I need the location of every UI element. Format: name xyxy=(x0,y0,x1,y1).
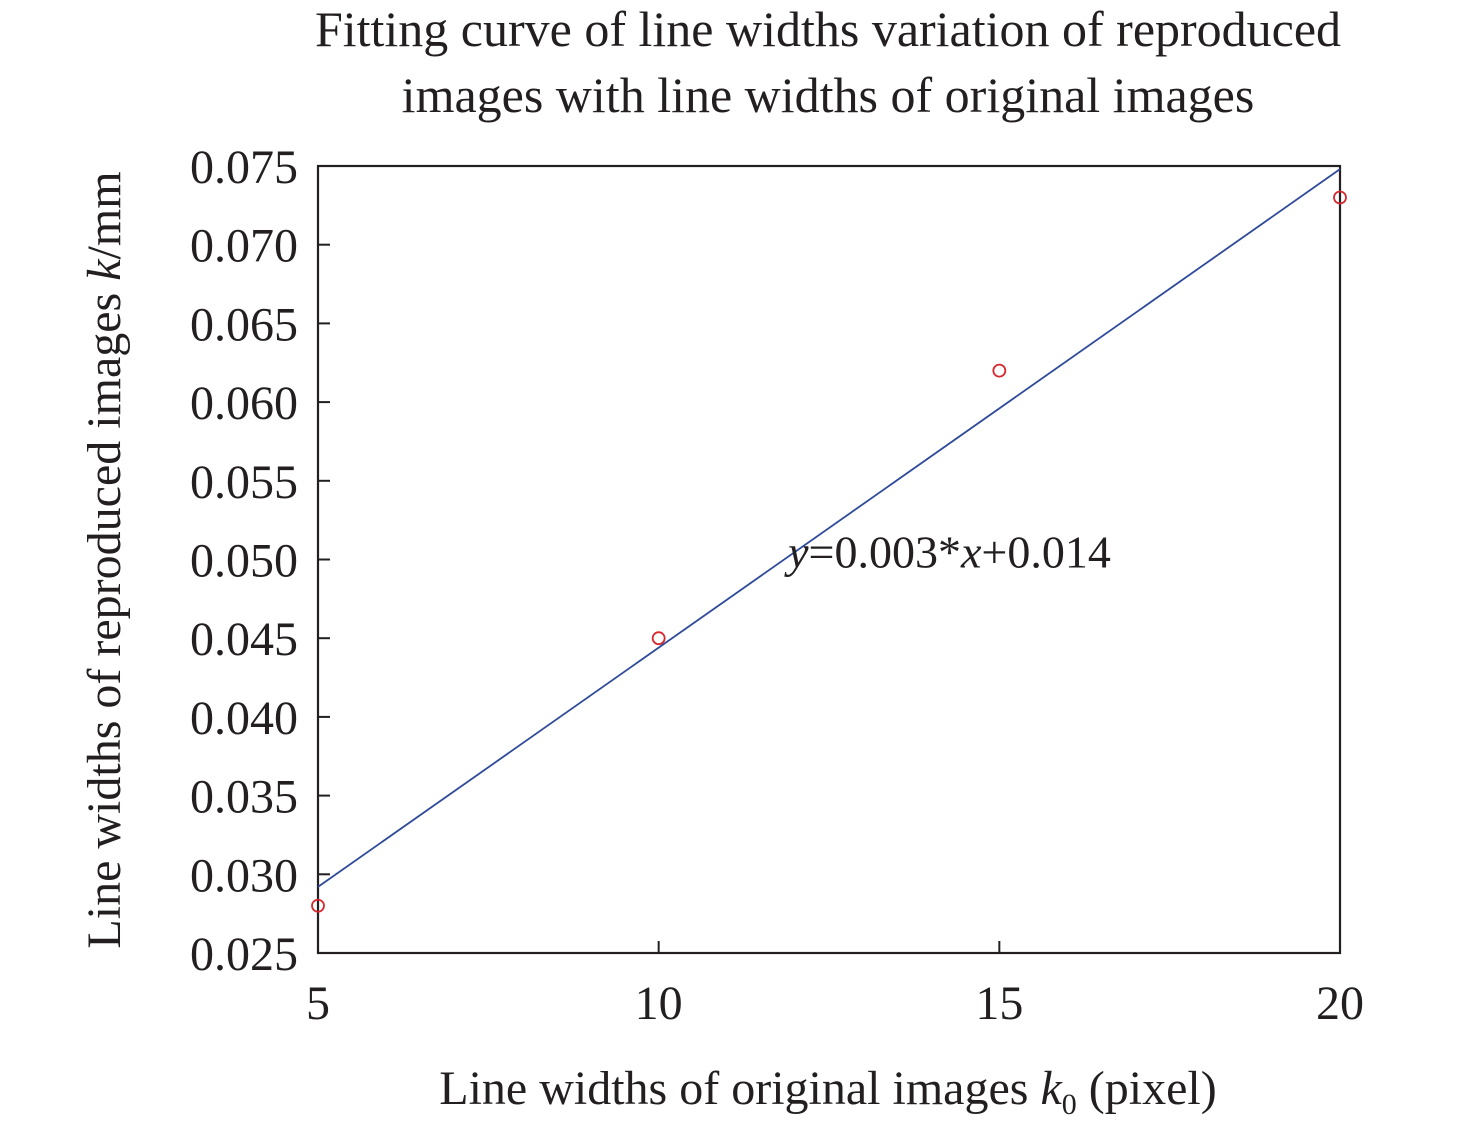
data-point xyxy=(1333,190,1347,205)
y-tick-label: 0.070 xyxy=(190,220,298,273)
y-tick-label: 0.055 xyxy=(190,456,298,509)
x-axis-label: Line widths of original images k0 (pixel… xyxy=(439,1062,1216,1121)
y-axis-label: Line widths of reproduced images k/mm xyxy=(78,171,131,948)
y-tick-label: 0.025 xyxy=(190,928,298,981)
title-line-2: images with line widths of original imag… xyxy=(402,67,1255,123)
y-tick-label: 0.060 xyxy=(190,377,298,430)
y-tick-label: 0.045 xyxy=(190,613,298,666)
axis-labels: Line widths of original images k0 (pixel… xyxy=(78,171,1217,1121)
data-series: y=0.003*x+0.014 xyxy=(311,168,1347,913)
title-line-1: Fitting curve of line widths variation o… xyxy=(315,1,1341,57)
y-tick-label: 0.040 xyxy=(190,692,298,745)
fit-line xyxy=(317,168,1341,888)
x-tick-label: 5 xyxy=(306,977,330,1030)
chart-title: Fitting curve of line widths variation o… xyxy=(315,1,1341,123)
data-point xyxy=(311,898,325,913)
y-tick-label: 0.065 xyxy=(190,298,298,351)
y-tick-label: 0.075 xyxy=(190,141,298,194)
x-tick-label: 10 xyxy=(635,977,683,1030)
x-tick-label: 20 xyxy=(1316,977,1364,1030)
data-point xyxy=(992,363,1007,378)
x-tick-label: 15 xyxy=(975,977,1023,1030)
data-point xyxy=(651,631,666,646)
y-tick-label: 0.035 xyxy=(190,771,298,824)
fit-equation: y=0.003*x+0.014 xyxy=(784,526,1111,577)
y-tick-label: 0.030 xyxy=(190,849,298,902)
y-tick-label: 0.050 xyxy=(190,535,298,588)
axes-ticks: 0.025 0.030 0.035 0.040 0.045 0.050 0.055 0.060… xyxy=(190,141,1364,1030)
